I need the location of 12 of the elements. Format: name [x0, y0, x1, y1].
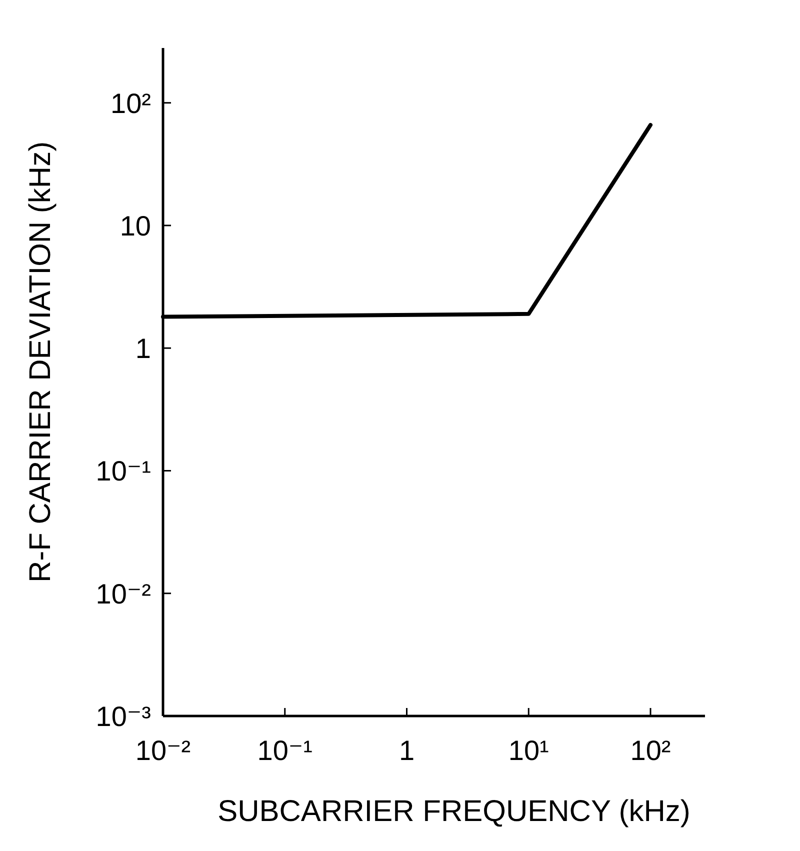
- y-tick-label: 10²: [110, 88, 151, 119]
- y-tick-label: 1: [135, 333, 151, 364]
- y-tick-label: 10⁻³: [96, 701, 151, 732]
- y-tick-label: 10⁻¹: [96, 456, 151, 487]
- x-axis-title: SUBCARRIER FREQUENCY (kHz): [218, 795, 690, 828]
- x-tick-label: 1: [398, 735, 415, 766]
- y-tick-label: 10⁻²: [96, 578, 151, 610]
- y-axis-title: R-F CARRIER DEVIATION (kHz): [24, 141, 57, 583]
- x-tick-label: 10¹: [508, 735, 549, 766]
- x-tick-label: 10⁻¹: [257, 735, 312, 766]
- x-tick-label: 10²: [630, 735, 671, 766]
- y-tick-label: 10: [120, 210, 151, 242]
